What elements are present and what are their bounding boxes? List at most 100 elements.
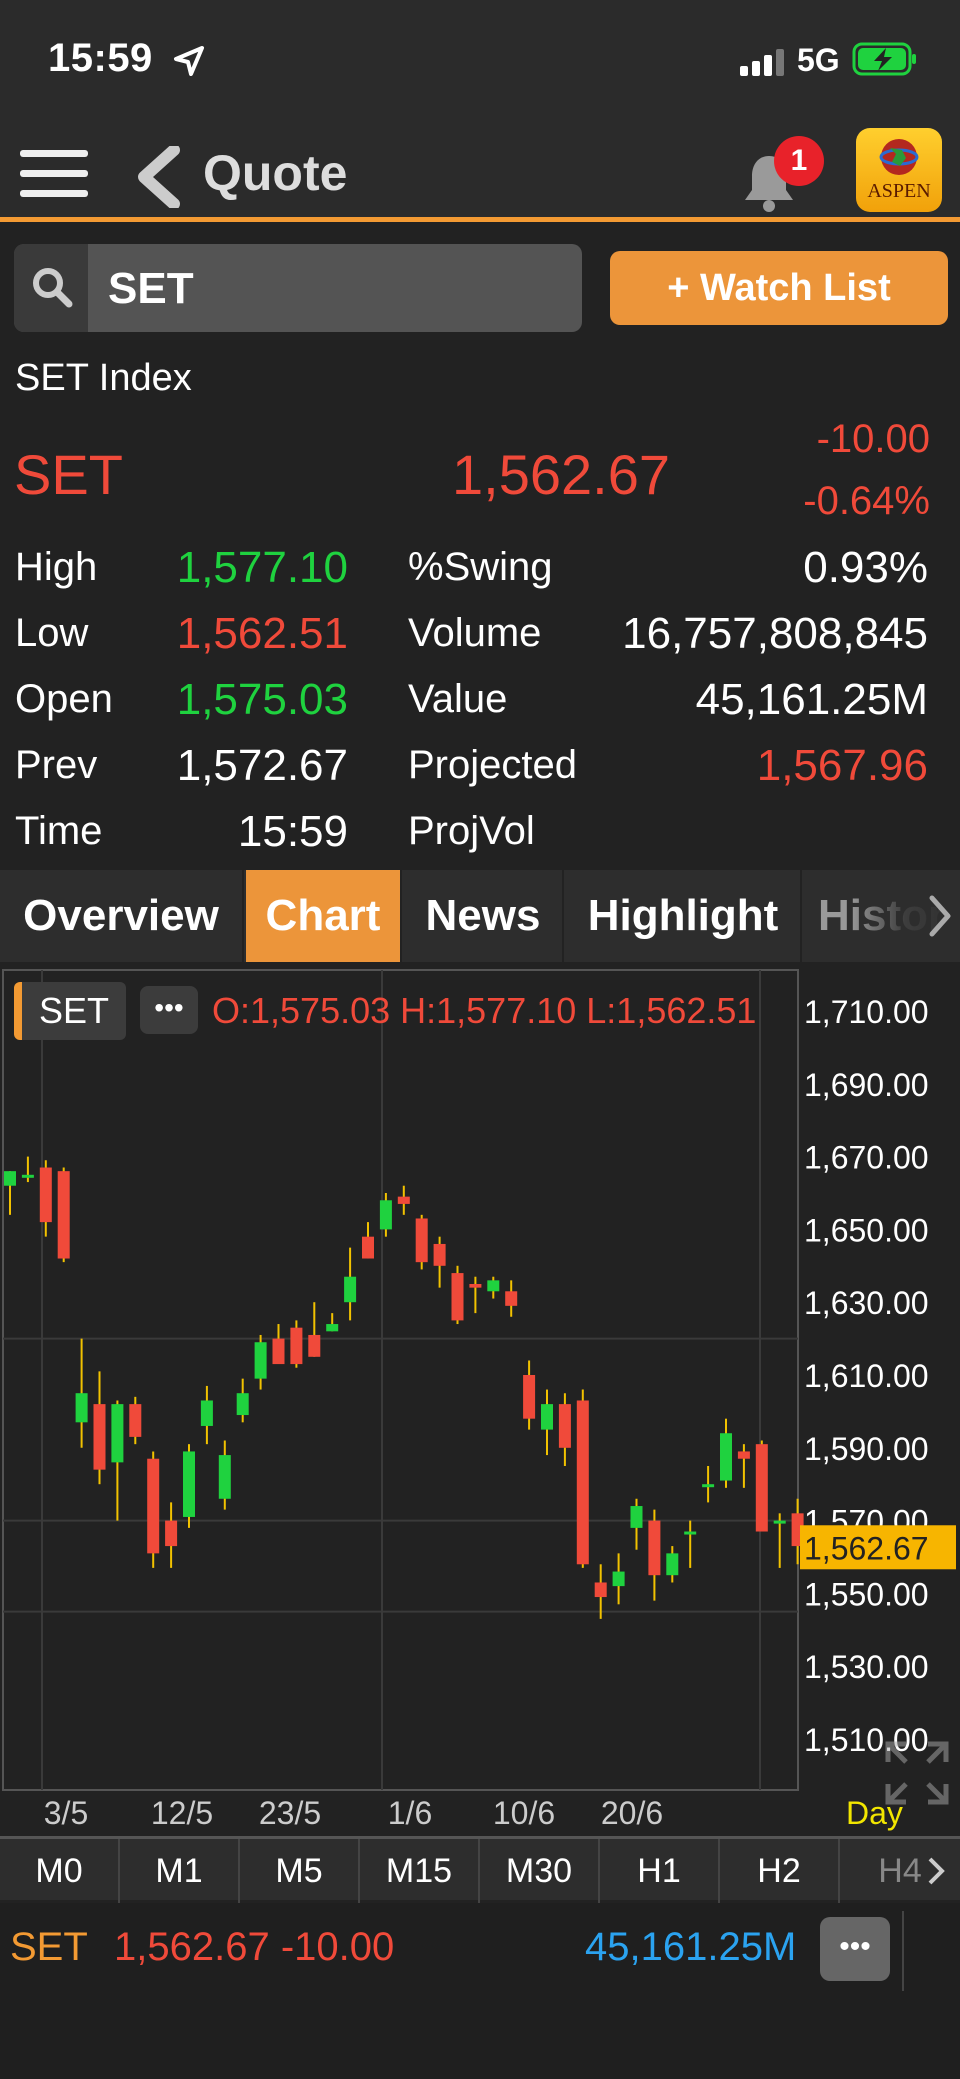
period-h4[interactable]: H4 (878, 1852, 922, 1890)
low-label: Low (15, 611, 89, 655)
candle-body (183, 1451, 195, 1517)
candle-body (684, 1531, 697, 1535)
search-button[interactable] (14, 244, 88, 332)
projected-label: Projected (408, 743, 577, 787)
period-m0[interactable]: M0 (0, 1839, 120, 1903)
ticker-price-change: 1,562.67 -10.00 (114, 1925, 395, 1969)
search-input[interactable]: SET (108, 264, 194, 313)
menu-icon[interactable] (18, 146, 90, 202)
chart-frame (2, 969, 799, 1791)
period-h1[interactable]: H1 (600, 1839, 720, 1903)
back-chevron-icon[interactable] (134, 146, 184, 208)
candlestick-chart[interactable]: 1,710.00 1,690.00 1,670.00 1,650.00 1,630.00… (0, 966, 960, 1836)
y-tick-label: 1,610.00 (804, 1358, 929, 1394)
x-tick-label: 20/6 (601, 1795, 663, 1831)
last-price: 1,562.67 (452, 443, 670, 506)
volume-label: Volume (408, 611, 542, 655)
ticker-divider (902, 1911, 904, 1991)
candle-body (612, 1571, 625, 1587)
candle-body (523, 1375, 536, 1419)
search-icon (33, 268, 73, 308)
candle-body (236, 1393, 249, 1416)
volume-value: 16,757,808,845 (622, 609, 928, 658)
candle-body (648, 1520, 661, 1576)
value-label: Value (408, 677, 508, 721)
y-tick-label: 1,530.00 (804, 1649, 929, 1685)
candle-body (308, 1334, 321, 1357)
notifications-button[interactable]: 1 (740, 136, 824, 220)
candle-body (737, 1451, 750, 1459)
tabs-scroll-right-icon[interactable] (850, 870, 960, 962)
y-tick-label: 1,550.00 (804, 1576, 929, 1612)
tab-chart[interactable]: Chart (246, 870, 402, 962)
candle-body (254, 1342, 267, 1379)
y-tick-label: 1,670.00 (804, 1140, 929, 1176)
open-label: Open (15, 677, 113, 721)
period-m5[interactable]: M5 (240, 1839, 360, 1903)
candle-body (773, 1520, 786, 1524)
period-h2[interactable]: H2 (720, 1839, 840, 1903)
logo-text: ASPEN (867, 180, 931, 202)
x-tick-label: 10/6 (493, 1795, 555, 1831)
period-m15[interactable]: M15 (360, 1839, 480, 1903)
fullscreen-icon[interactable] (885, 1741, 949, 1805)
candle-body (702, 1484, 715, 1488)
y-tick-label: 1,710.00 (804, 994, 929, 1030)
tab-highlight[interactable]: Highlight (566, 870, 802, 962)
price-chart[interactable]: 1,710.00 1,690.00 1,670.00 1,650.00 1,630.00… (0, 966, 960, 1836)
price-change: -10.00 (816, 417, 930, 461)
price-change-percent: -0.64% (803, 479, 930, 523)
candle-body (39, 1167, 52, 1223)
candle-body (630, 1506, 643, 1528)
candle-body (272, 1338, 285, 1365)
y-tick-label: 1,630.00 (804, 1285, 929, 1321)
quote-symbol: SET (14, 443, 123, 506)
add-watch-list-button[interactable]: + Watch List (610, 251, 948, 325)
last-price-tag-label: 1,562.67 (804, 1530, 929, 1566)
candle-body (594, 1582, 607, 1598)
page-title: Quote (203, 145, 348, 201)
value-value: 45,161.25M (695, 675, 928, 724)
candle-body (21, 1174, 34, 1178)
tab-news[interactable]: News (404, 870, 564, 962)
chart-options-button[interactable]: ••• (140, 986, 198, 1034)
network-type: 5G (797, 42, 840, 78)
projected-value: 1,567.96 (756, 741, 928, 790)
chart-ohlc-readout: O:1,575.03 H:1,577.10 L:1,562.51 (212, 990, 757, 1031)
y-tick-label: 1,690.00 (804, 1067, 929, 1103)
aspen-logo[interactable]: ASPEN (856, 128, 942, 212)
period-m30[interactable]: M30 (480, 1839, 600, 1903)
time-value: 15:59 (237, 807, 348, 856)
bottom-ticker: SET 1,562.67 -10.00 45,161.25M ••• (0, 1903, 960, 2079)
x-tick-label: 12/5 (151, 1795, 213, 1831)
candle-body (433, 1243, 446, 1266)
low-value: 1,562.51 (176, 609, 348, 658)
candle-body (75, 1393, 88, 1423)
last-price-tag (800, 1525, 956, 1570)
y-tick-label: 1,590.00 (804, 1431, 929, 1467)
high-value: 1,577.10 (176, 543, 348, 592)
prev-label: Prev (15, 743, 98, 787)
tab-overview[interactable]: Overview (0, 870, 244, 962)
status-time: 15:59 (48, 36, 153, 80)
signal-icon (740, 49, 784, 76)
nav-bar: Quote 1 ASPEN (0, 118, 960, 222)
ticker-value: 45,161.25M (585, 1925, 797, 1969)
status-bar: 15:59 5G (0, 0, 960, 118)
chart-symbol-tag[interactable]: SET (14, 982, 126, 1040)
candle-body (344, 1276, 357, 1303)
candle-body (397, 1196, 410, 1204)
periods-scroll-right-icon[interactable] (916, 1841, 956, 1901)
ticker-symbol[interactable]: SET (10, 1925, 88, 1969)
projvol-label: ProjVol (408, 809, 535, 853)
symbol-search-box[interactable]: SET (14, 244, 582, 332)
period-m1[interactable]: M1 (120, 1839, 240, 1903)
open-value: 1,575.03 (176, 675, 348, 724)
candle-body (469, 1284, 482, 1288)
ticker-more-button[interactable]: ••• (820, 1917, 890, 1981)
candle-body (147, 1458, 160, 1554)
x-tick-label: 23/5 (259, 1795, 321, 1831)
candle-body (541, 1404, 553, 1430)
y-tick-label: 1,650.00 (804, 1212, 929, 1248)
candle-body (165, 1520, 178, 1547)
